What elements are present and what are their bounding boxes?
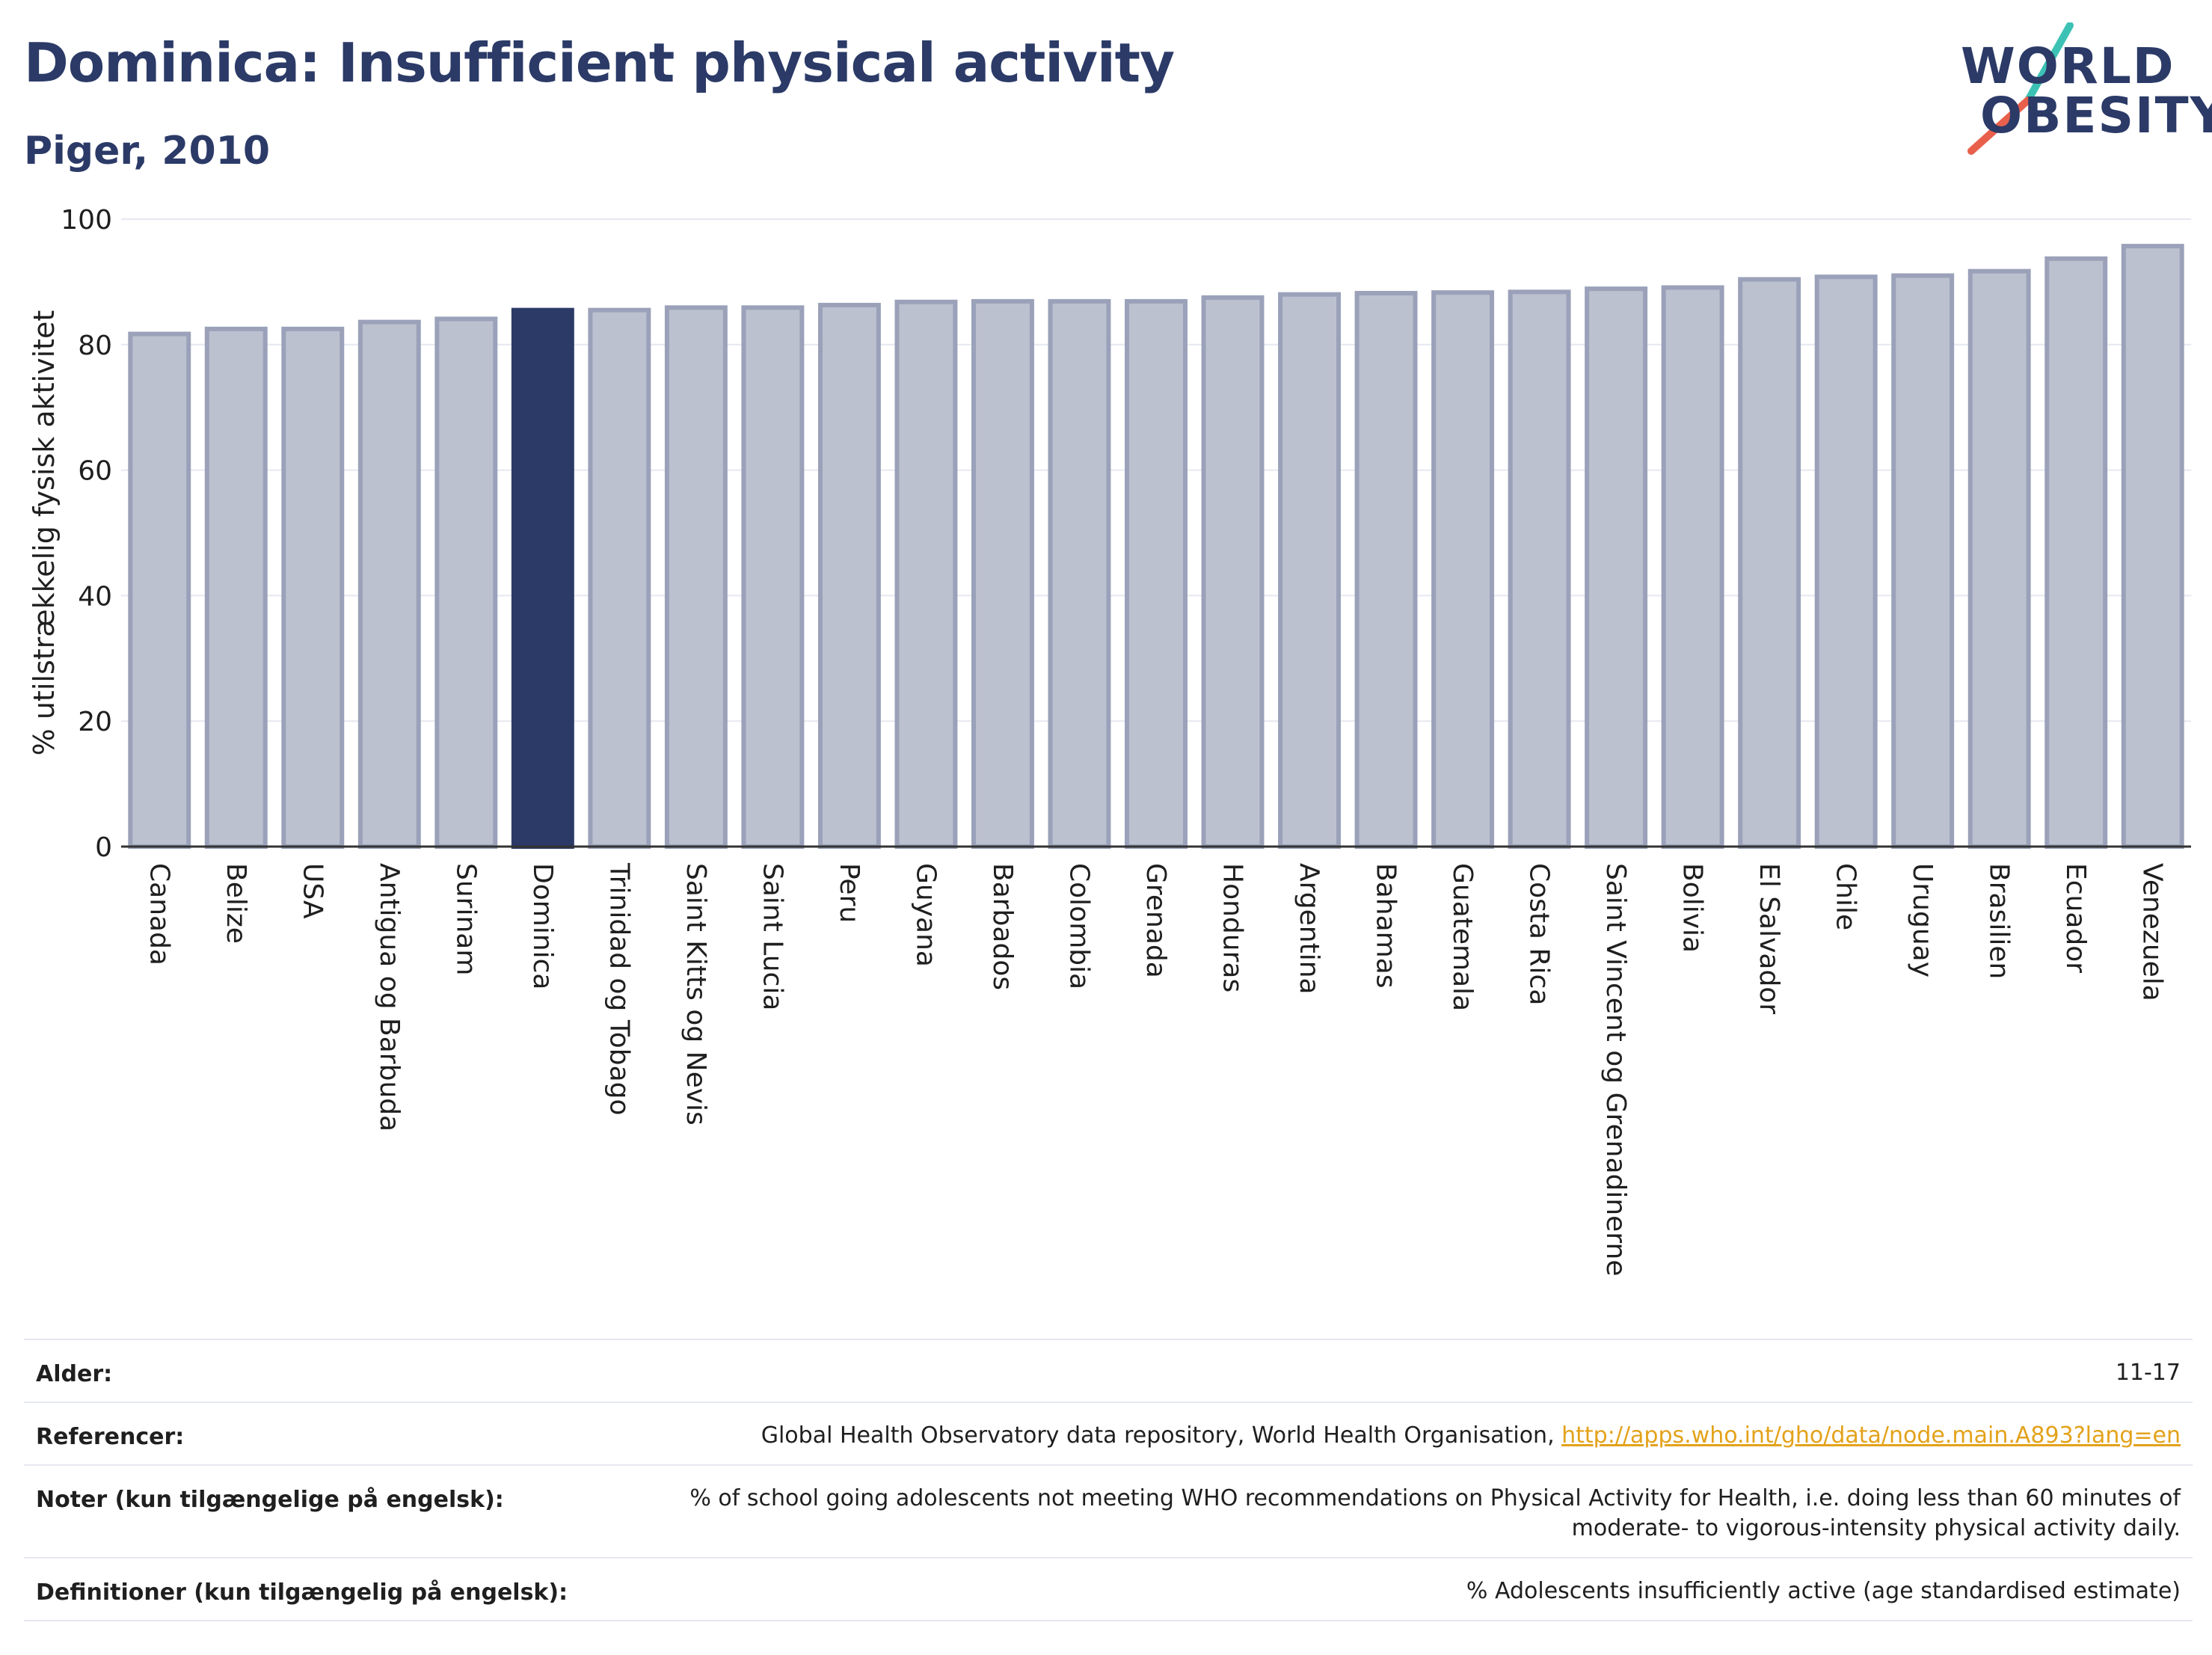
info-row-references: Referencer: Global Health Observatory da… (24, 1401, 2193, 1466)
x-tick-label: Barbados (987, 863, 1018, 990)
x-tick-label: Dominica (527, 863, 558, 990)
x-tick-label: Colombia (1063, 863, 1094, 989)
bar-saint-kitts-og-nevis[interactable] (664, 305, 728, 849)
bar-saint-vincent-og-grenadinerne[interactable] (1585, 286, 1648, 849)
bar-chart: 0 20 40 60 80 100 Canada Belize USA Antigua og Ba… (28, 205, 2191, 1276)
reference-text: Global Health Observatory data repositor… (761, 1422, 1562, 1449)
bar-antigua-og-barbuda[interactable] (357, 319, 421, 849)
info-value-references: Global Health Observatory data repositor… (761, 1421, 2181, 1451)
bar-belize[interactable] (204, 326, 268, 849)
info-value-definitions: % Adolescents insufficiently active (age… (1466, 1578, 2181, 1604)
bar-surinam[interactable] (434, 316, 498, 849)
bar-usa[interactable] (281, 326, 345, 849)
y-tick-label: 0 (95, 832, 112, 863)
x-tick-label: Canada (144, 863, 174, 965)
info-value-notes: % of school going adolescents not meetin… (689, 1484, 2181, 1544)
x-tick-label: Surinam (450, 863, 481, 975)
page-title: Dominica: Insufficient physical activity (24, 31, 1175, 94)
notes-line-1: % of school going adolescents not meetin… (689, 1485, 2181, 1511)
x-tick-label: Uruguay (1907, 863, 1938, 977)
notes-line-2: moderate- to vigorous-intensity physical… (1571, 1515, 2181, 1541)
x-tick-label: USA (297, 863, 328, 919)
bar-trinidad-og-tobago[interactable] (588, 307, 651, 849)
x-tick-label: Peru (834, 863, 864, 923)
x-tick-label: Antigua og Barbuda (374, 863, 405, 1132)
info-label-notes: Noter (kun tilgængelige på engelsk): (36, 1487, 504, 1513)
x-tick-label: Trinidad og Tobago (603, 862, 634, 1116)
bar-uruguay[interactable] (1891, 273, 1955, 849)
x-tick-label: Chile (1831, 863, 1861, 930)
x-tick-label: Honduras (1217, 863, 1248, 992)
info-row-definitions: Definitioner (kun tilgængelig på engelsk… (24, 1557, 2193, 1621)
bar-peru[interactable] (817, 302, 881, 849)
bar-grenada[interactable] (1125, 298, 1188, 849)
info-row-age: Alder: 11-17 (24, 1339, 2193, 1403)
bar-canada[interactable] (128, 331, 191, 849)
bar-bahamas[interactable] (1354, 291, 1418, 849)
y-tick-label: 60 (78, 456, 112, 487)
x-tick-label: Saint Kitts og Nevis (681, 863, 711, 1126)
info-row-notes: Noter (kun tilgængelige på engelsk): % o… (24, 1464, 2193, 1559)
info-label-definitions: Definitioner (kun tilgængelig på engelsk… (36, 1579, 568, 1606)
x-tick-label: Guatemala (1447, 863, 1478, 1011)
y-tick-label: 20 (78, 707, 112, 737)
x-tick-label: Guyana (910, 863, 941, 967)
bar-el-salvador[interactable] (1738, 277, 1801, 849)
bar-barbados[interactable] (971, 298, 1034, 849)
bar-bolivia[interactable] (1661, 285, 1724, 849)
x-tick-label: Saint Vincent og Grenadinerne (1600, 863, 1631, 1276)
y-axis-label: % utilstrækkelig fysisk aktivitet (28, 310, 61, 756)
bar-argentina[interactable] (1278, 292, 1341, 849)
x-tick-label: Belize (221, 863, 251, 944)
tick-labels: 0 20 40 60 80 100 Canada Belize USA Antigua og Ba… (61, 205, 2167, 1276)
x-tick-label: Grenada (1140, 863, 1171, 978)
bar-brasilien[interactable] (1967, 268, 2031, 849)
reference-link[interactable]: http://apps.who.int/gho/data/node.main.A… (1561, 1422, 2181, 1449)
x-tick-label: Bolivia (1677, 863, 1708, 953)
info-label-age: Alder: (36, 1361, 113, 1387)
bar-dominica[interactable] (511, 307, 574, 849)
world-obesity-logo[interactable]: WORLD OBESITY (1944, 22, 2212, 157)
x-tick-label: Bahamas (1371, 863, 1401, 989)
logo-word-obesity: OBESITY (1980, 87, 2212, 144)
bar-venezuela[interactable] (2121, 244, 2184, 849)
bars (128, 244, 2184, 850)
page-subtitle: Piger, 2010 (24, 129, 271, 174)
info-label-references: Referencer: (36, 1424, 185, 1450)
bar-ecuador[interactable] (2044, 256, 2108, 849)
bar-costa-rica[interactable] (1508, 289, 1571, 850)
x-tick-label: Costa Rica (1524, 863, 1555, 1005)
y-tick-label: 40 (78, 581, 112, 612)
info-bottom-border (24, 1620, 2193, 1621)
y-tick-label: 80 (78, 331, 112, 361)
info-value-age: 11-17 (2115, 1360, 2181, 1386)
bar-chile[interactable] (1814, 274, 1878, 849)
logo-word-world: WORLD (1961, 37, 2175, 95)
info-table: Alder: 11-17 Referencer: Global Health O… (24, 1339, 2193, 1630)
x-tick-label: Argentina (1294, 863, 1324, 995)
logo-slash-icon (1967, 22, 2074, 155)
x-tick-label: Brasilien (1984, 863, 2015, 979)
bar-guyana[interactable] (894, 299, 958, 849)
x-tick-label: Ecuador (2060, 863, 2091, 973)
x-tick-label: Saint Lucia (757, 863, 787, 1010)
y-tick-label: 100 (61, 205, 112, 236)
x-tick-label: El Salvador (1754, 863, 1784, 1014)
x-tick-label: Venezuela (2137, 863, 2168, 1001)
bar-saint-lucia[interactable] (741, 305, 805, 849)
bar-honduras[interactable] (1201, 295, 1265, 849)
bar-colombia[interactable] (1048, 298, 1111, 849)
bar-guatemala[interactable] (1431, 290, 1495, 849)
